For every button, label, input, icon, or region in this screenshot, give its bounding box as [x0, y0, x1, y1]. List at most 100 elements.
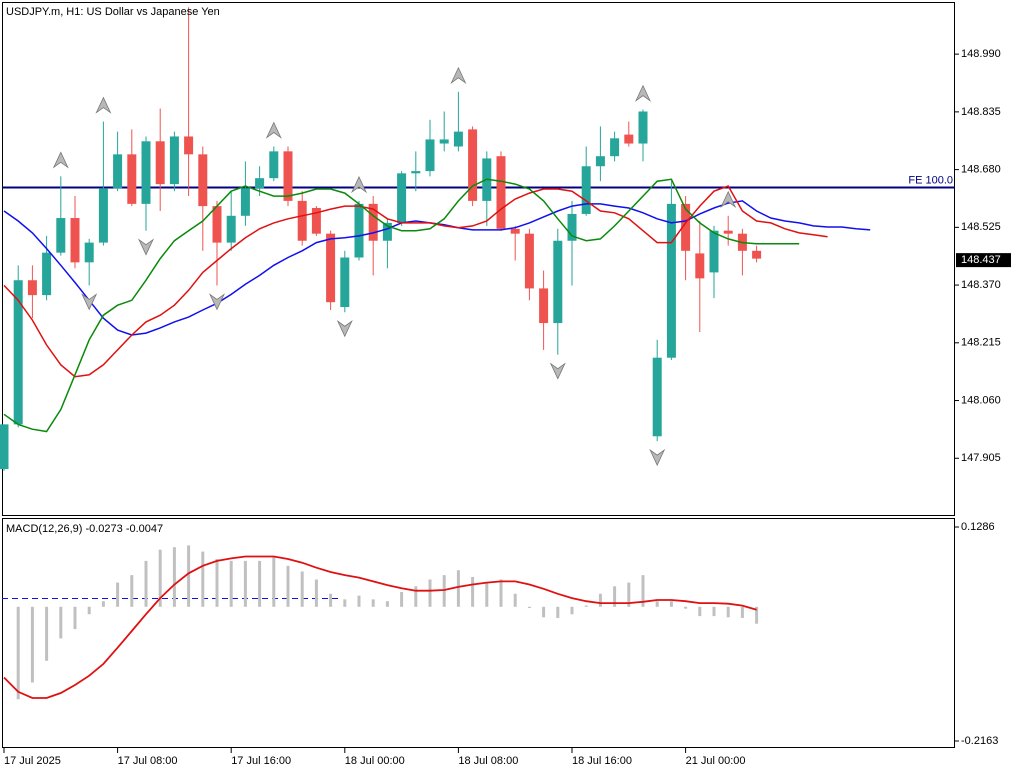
fractal-down — [549, 362, 566, 380]
y-tick-label: 148.060 — [961, 394, 1001, 406]
macd-bar — [428, 579, 432, 607]
y-tick-label: 148.215 — [961, 337, 1001, 349]
y-tick-label: 147.905 — [961, 452, 1001, 464]
macd-bar — [59, 606, 63, 639]
macd-bar — [641, 575, 645, 607]
candle-body — [539, 288, 549, 324]
candle-body — [567, 213, 577, 241]
macd-bar — [144, 560, 148, 607]
candle-body — [425, 139, 435, 172]
macd-layer: 0.1286 -0.2163 — [3, 521, 998, 747]
chart-title: USDJPY.m, H1: US Dollar vs Japanese Yen — [6, 6, 220, 18]
y-tick-label: 0.1286 — [961, 521, 995, 533]
candle-body — [340, 257, 350, 308]
candle-body — [283, 151, 293, 201]
y-tick-label: -0.2163 — [961, 735, 998, 747]
candle-body — [354, 203, 364, 258]
candle-body — [553, 240, 563, 324]
candle-body — [510, 228, 520, 234]
candle-body — [155, 141, 165, 185]
candle-body — [56, 218, 66, 253]
macd-bar — [485, 582, 489, 607]
x-tick-label: 17 Jul 08:00 — [118, 755, 178, 767]
macd-bar — [45, 606, 49, 661]
macd-bar — [542, 606, 546, 618]
macd-bar — [613, 586, 617, 607]
macd-bar — [16, 606, 20, 700]
candle-body — [113, 154, 123, 189]
candle-body — [70, 218, 80, 263]
macd-panel — [2, 518, 955, 748]
candle-body — [240, 188, 250, 216]
macd-bar — [215, 559, 219, 607]
macd-bar — [357, 595, 361, 607]
candle-body — [141, 141, 151, 204]
candle-body — [0, 424, 9, 470]
candle-body — [27, 280, 37, 296]
candle-body — [98, 188, 108, 243]
candle-body — [752, 250, 762, 259]
candle-body — [382, 222, 392, 241]
fractal-up — [265, 121, 282, 139]
candle-body — [368, 203, 378, 241]
macd-bar — [314, 579, 318, 607]
candle-body — [638, 111, 648, 144]
macd-bar — [101, 601, 105, 607]
main-panel — [2, 2, 955, 516]
candle-body — [695, 253, 705, 279]
candle-body — [255, 178, 265, 189]
main-layer: 148.990 148.835 148.680 148.525 148.370 148.2… — [0, 7, 1011, 767]
macd-bar — [712, 606, 716, 617]
y-tick-label: 148.990 — [961, 48, 1001, 60]
x-tick-label: 18 Jul 00:00 — [345, 755, 405, 767]
y-tick-label: 148.370 — [961, 279, 1001, 291]
y-tick-label: 148.525 — [961, 221, 1001, 233]
candle-body — [666, 203, 676, 358]
candle-body — [226, 215, 236, 243]
macd-bar — [229, 560, 233, 607]
candle-body — [297, 200, 307, 241]
macd-bar — [158, 549, 162, 607]
macd-bar — [414, 586, 418, 607]
candle-body — [311, 207, 321, 234]
macd-bar — [30, 606, 34, 683]
moving-average — [3, 178, 800, 433]
macd-bar — [300, 571, 304, 607]
candle-body — [595, 156, 605, 167]
candle-body — [169, 136, 179, 185]
x-tick-label: 18 Jul 08:00 — [458, 755, 518, 767]
candle-body — [652, 357, 662, 437]
macd-bar — [130, 575, 134, 607]
y-tick-label: 148.680 — [961, 164, 1001, 176]
macd-bar — [286, 565, 290, 607]
macd-bar — [329, 593, 333, 607]
macd-bar — [669, 601, 673, 607]
macd-bar — [172, 547, 176, 607]
macd-bar — [698, 606, 702, 617]
y-tick-label: 148.835 — [961, 106, 1001, 118]
candle-body — [453, 131, 463, 147]
candle-body — [709, 230, 719, 273]
x-tick-label: 18 Jul 16:00 — [572, 755, 632, 767]
fractal-up — [634, 84, 652, 102]
macd-bar — [385, 601, 389, 607]
candle-body — [84, 242, 94, 263]
candle-body — [468, 129, 478, 201]
macd-bar — [726, 606, 730, 618]
candle-body — [127, 154, 137, 204]
macd-bar — [116, 582, 120, 607]
macd-bar — [87, 606, 91, 615]
macd-bar — [499, 579, 503, 607]
macd-bar — [400, 591, 404, 607]
fractal-down — [649, 448, 666, 467]
candle-body — [610, 138, 620, 157]
candle-body — [212, 206, 222, 243]
fractal-up — [95, 96, 112, 114]
macd-label: MACD(12,26,9) -0.0273 -0.0047 — [6, 523, 163, 535]
macd-bar — [73, 606, 77, 630]
macd-bar — [755, 606, 759, 624]
fractal-down — [208, 293, 226, 311]
candle-body — [42, 252, 52, 296]
candle-body — [624, 134, 634, 144]
